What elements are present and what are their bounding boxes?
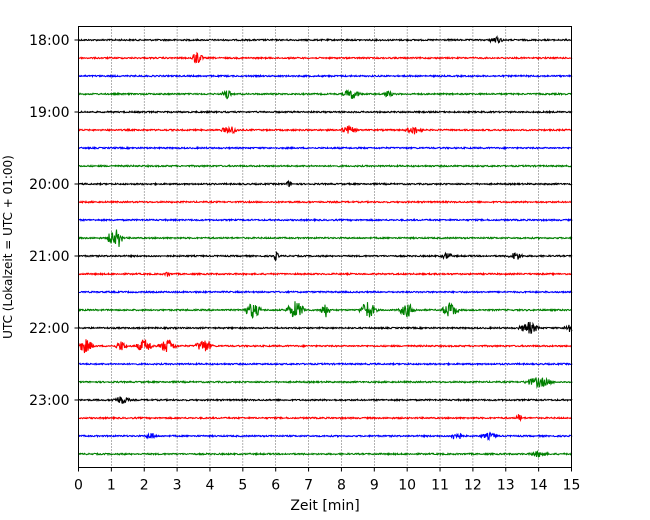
seismic-trace-2315 — [78, 414, 573, 423]
seismic-trace-1915 — [78, 125, 573, 135]
seismic-trace-2100 — [78, 250, 573, 261]
y-axis-label: UTC (Lokalzeit = UTC + 01:00) — [1, 155, 15, 339]
seismic-trace-2130 — [78, 289, 573, 295]
trace-group — [77, 35, 573, 458]
seismic-trace-2215 — [77, 338, 572, 354]
seismic-trace-2015 — [78, 199, 573, 205]
seismic-trace-2300 — [78, 396, 573, 405]
y-tick-label: 21:00 — [29, 249, 69, 265]
seismic-trace-1945 — [78, 163, 573, 169]
x-tick-label: 14 — [530, 478, 548, 494]
seismic-trace-1800 — [78, 35, 573, 44]
x-tick-label: 0 — [74, 478, 83, 494]
x-tick-label: 7 — [304, 478, 313, 494]
y-tick-label: 19:00 — [29, 105, 69, 121]
seismic-trace-2030 — [78, 217, 573, 223]
seismic-trace-2230 — [78, 361, 573, 367]
x-tick-label: 12 — [464, 478, 482, 494]
seismic-trace-2115 — [78, 271, 573, 277]
x-tick-label: 13 — [497, 478, 515, 494]
x-tick-label: 1 — [107, 478, 116, 494]
y-tick-label: 22:00 — [29, 321, 69, 337]
x-tick-label: 5 — [238, 478, 247, 494]
y-tick-label: 20:00 — [29, 177, 69, 193]
x-axis-ticks: 0 1 2 3 4 5 6 7 8 9 10 11 12 13 14 15 — [74, 467, 581, 494]
seismic-trace-2330 — [78, 431, 573, 442]
seismic-trace-2045 — [78, 229, 573, 247]
seismic-trace-2000 — [78, 179, 573, 188]
y-tick-label: 18:00 — [29, 33, 69, 49]
seismic-trace-2200 — [77, 321, 573, 334]
seismic-trace-1815 — [78, 51, 573, 64]
x-tick-label: 15 — [563, 478, 581, 494]
x-tick-label: 2 — [140, 478, 149, 494]
plot-frame — [78, 26, 572, 468]
x-tick-label: 6 — [271, 478, 280, 494]
seismic-trace-1830 — [78, 73, 573, 79]
x-tick-label: 11 — [431, 478, 449, 494]
x-tick-label: 9 — [370, 478, 379, 494]
x-tick-label: 4 — [206, 478, 215, 494]
x-axis-label: Zeit [min] — [290, 498, 359, 514]
y-tick-label: 23:00 — [29, 393, 69, 409]
y-axis-ticks: 18:00 19:00 20:00 21:00 22:00 23:00 — [29, 33, 79, 409]
seismic-trace-1845 — [78, 89, 573, 100]
x-tick-label: 10 — [398, 478, 416, 494]
seismic-trace-2245 — [78, 376, 573, 390]
x-tick-label: 8 — [337, 478, 346, 494]
seismic-trace-1930 — [78, 145, 573, 151]
seismic-trace-2145 — [78, 301, 573, 319]
seismic-trace-1900 — [78, 109, 573, 115]
x-tick-label: 3 — [173, 478, 182, 494]
seismic-trace-2345 — [78, 450, 573, 458]
